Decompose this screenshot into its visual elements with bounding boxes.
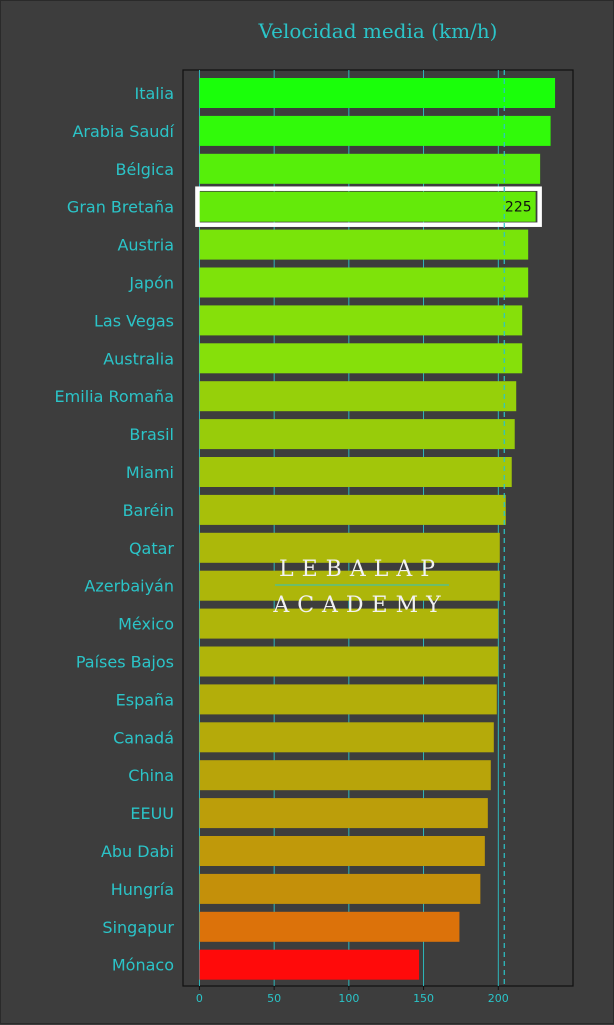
bar xyxy=(199,836,485,866)
data-label: 225 xyxy=(505,200,532,216)
bar xyxy=(199,78,556,108)
x-axis-ticks: 0 50 100 150 200 xyxy=(196,986,509,1005)
bar xyxy=(199,532,500,563)
category-label: Singapur xyxy=(102,918,174,937)
watermark-line1: LEBALAP xyxy=(279,557,443,582)
category-label: Canadá xyxy=(113,728,174,747)
category-label: México xyxy=(118,615,174,634)
category-label: Emilia Romaña xyxy=(55,387,174,406)
category-label: Gran Bretaña xyxy=(67,198,174,217)
bar xyxy=(199,457,512,487)
plot-area xyxy=(182,69,574,987)
category-label: Australia xyxy=(103,349,174,368)
category-label: Baréin xyxy=(123,501,174,520)
watermark-line2: ACADEMY xyxy=(272,593,448,618)
bar xyxy=(199,305,523,336)
x-tick-label: 50 xyxy=(267,992,281,1005)
category-label: Miami xyxy=(126,463,174,482)
category-label: Países Bajos xyxy=(76,653,174,672)
bar xyxy=(199,267,529,298)
x-tick-label: 150 xyxy=(413,992,434,1005)
bar xyxy=(199,684,497,715)
bar xyxy=(199,494,506,525)
bar xyxy=(199,229,529,260)
chart-title: Velocidad media (km/h) xyxy=(258,19,498,43)
category-label: Austria xyxy=(117,236,174,255)
category-label: Mónaco xyxy=(112,956,174,975)
watermark: LEBALAP ACADEMY xyxy=(272,557,449,618)
category-label: Brasil xyxy=(129,425,174,444)
bar xyxy=(199,798,488,829)
category-labels: Italia Arabia Saudí Bélgica Gran Bretaña Aus… xyxy=(55,84,175,975)
category-label: Las Vegas xyxy=(94,311,174,330)
bar xyxy=(199,115,551,146)
category-label: Japón xyxy=(128,274,174,293)
bar xyxy=(199,760,491,791)
highlight-box xyxy=(195,186,542,227)
bar xyxy=(199,722,494,753)
bar xyxy=(199,343,523,374)
category-label: Azerbaiyán xyxy=(84,577,174,596)
category-label: Bélgica xyxy=(116,160,174,179)
category-label: Qatar xyxy=(129,539,174,558)
x-tick-label: 100 xyxy=(338,992,359,1005)
bar xyxy=(199,570,500,601)
category-label: China xyxy=(128,766,174,785)
category-label: EEUU xyxy=(130,804,174,823)
bar xyxy=(199,153,541,184)
category-label: España xyxy=(116,690,174,709)
bar xyxy=(199,949,420,980)
bar xyxy=(199,191,536,222)
bar xyxy=(199,381,517,412)
bar xyxy=(199,646,499,677)
x-tick-label: 200 xyxy=(488,992,509,1005)
bars: 225 xyxy=(195,78,556,980)
bar xyxy=(199,911,460,942)
category-label: Abu Dabi xyxy=(101,842,174,861)
category-label: Hungría xyxy=(111,880,174,899)
category-label: Italia xyxy=(135,84,175,103)
category-label: Arabia Saudí xyxy=(72,122,174,141)
bar xyxy=(199,873,481,904)
x-tick-label: 0 xyxy=(196,992,203,1005)
bar xyxy=(199,419,515,450)
bar xyxy=(199,608,499,639)
